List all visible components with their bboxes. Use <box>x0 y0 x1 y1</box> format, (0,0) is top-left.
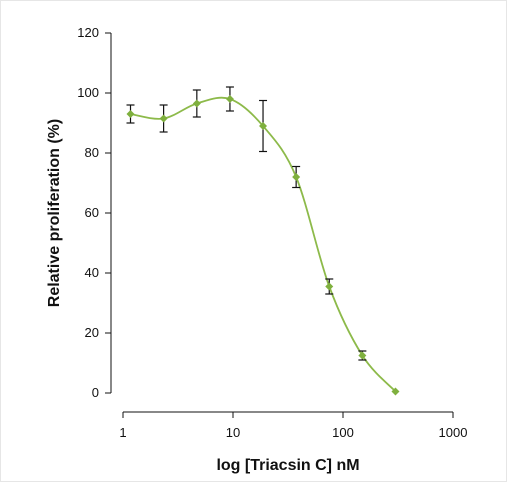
y-tick-label: 100 <box>77 85 99 100</box>
fit-curve <box>130 96 397 393</box>
y-axis-ticks: 0 20 40 60 80 100 120 <box>77 25 111 400</box>
data-point <box>126 110 135 118</box>
y-tick-label: 40 <box>85 265 99 280</box>
x-axis-ticks: 1 10 100 1000 <box>119 412 467 440</box>
y-tick-label: 0 <box>92 385 99 400</box>
y-tick-label: 20 <box>85 325 99 340</box>
data-point <box>259 122 268 130</box>
data-point <box>159 114 168 123</box>
x-tick-label: 100 <box>332 425 354 440</box>
y-tick-label: 60 <box>85 205 99 220</box>
x-tick-label: 1000 <box>439 425 468 440</box>
data-point <box>225 95 234 103</box>
data-point <box>391 387 400 396</box>
data-point <box>292 173 301 181</box>
x-tick-label: 10 <box>226 425 240 440</box>
x-axis-title: log [Triacsin C] nM <box>216 457 359 474</box>
error-bars <box>126 86 367 361</box>
y-tick-label: 80 <box>85 145 99 160</box>
data-points <box>126 95 400 396</box>
y-tick-label: 120 <box>77 25 99 40</box>
y-axis-title: Relative proliferation (%) <box>46 119 63 307</box>
data-point <box>325 282 334 291</box>
data-point <box>192 99 201 108</box>
x-tick-label: 1 <box>119 425 126 440</box>
data-point <box>358 351 367 360</box>
axes <box>110 33 453 413</box>
